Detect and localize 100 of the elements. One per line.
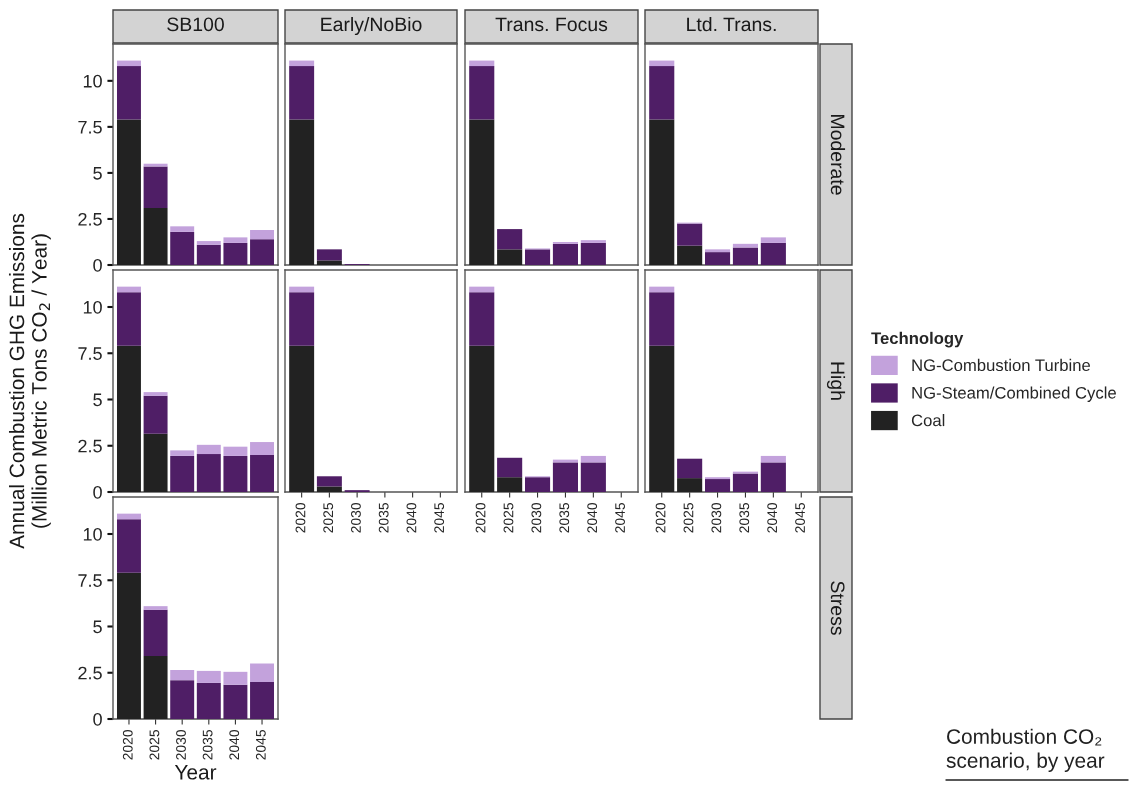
x-tick-label: 2040 (229, 729, 240, 760)
y-tick-label: 0 (93, 258, 102, 272)
x-tick-label: 2035 (739, 503, 750, 533)
y-tick-label: 2.5 (78, 439, 102, 453)
x-tick-label: 2035 (559, 503, 570, 533)
bar (497, 477, 523, 492)
x-tick-label: 2025 (323, 503, 334, 533)
bar (250, 455, 275, 492)
bar (143, 392, 168, 396)
bar (649, 66, 675, 120)
y2-axis-title: Stress (830, 581, 845, 635)
x-tick-label: 2030 (531, 502, 542, 533)
bar (316, 476, 342, 487)
bar (223, 455, 248, 492)
bar (469, 345, 495, 492)
x-tick-label: 2030 (711, 502, 722, 533)
bar (116, 292, 141, 346)
bar (649, 345, 675, 492)
legend-label: Coal (911, 414, 945, 427)
bar (223, 242, 248, 265)
y-tick-label: 10 (83, 300, 102, 314)
x-tick-label: 2020 (295, 502, 306, 533)
bar (580, 242, 606, 265)
bar (760, 455, 786, 463)
bar (649, 292, 675, 346)
bar (580, 462, 606, 492)
y-tick-label: 5 (93, 620, 102, 634)
x-tick-label: 2045 (615, 503, 625, 533)
bar (524, 477, 551, 492)
y-tick-label: 2.5 (78, 212, 102, 226)
bar (469, 292, 495, 346)
bar (170, 226, 195, 232)
bar (143, 656, 168, 719)
bar (223, 671, 248, 685)
x-tick-label: 2025 (503, 503, 514, 533)
bar (732, 243, 759, 248)
y2-axis-title: High (826, 362, 846, 400)
x-tick-label: 2030 (351, 502, 361, 533)
bar (649, 119, 675, 265)
bar (116, 572, 141, 719)
bar (170, 680, 195, 719)
x-tick-label: 2025 (149, 730, 160, 760)
bar (677, 245, 703, 265)
y-tick-label: 7.5 (78, 574, 102, 587)
bar (116, 345, 141, 492)
bar (289, 119, 315, 265)
bar (170, 669, 195, 681)
bar (289, 286, 315, 293)
bar (250, 239, 275, 265)
x-tick-label: 2040 (406, 502, 417, 533)
bar (250, 442, 275, 455)
bar (116, 66, 141, 120)
bar (497, 249, 523, 265)
bar (196, 454, 221, 492)
y2-axis-title: Moderate (830, 115, 846, 195)
bar (196, 670, 221, 683)
x-tick-label: 2030 (176, 729, 186, 760)
x-tick-label: 2020 (475, 502, 486, 533)
bar (732, 247, 759, 265)
chart-title: SB100 (167, 17, 224, 32)
y-tick-label: 2.5 (78, 666, 102, 680)
bar (116, 513, 141, 520)
bar (469, 119, 495, 265)
x-tick-label: 2045 (434, 503, 445, 533)
bar (316, 486, 342, 492)
bar (677, 458, 703, 479)
bar (289, 345, 315, 492)
y-axis-title: Annual Combustion GHG Emissions (Million Metric Tons CO$_{2}$ / Year) (8, 213, 51, 549)
bar (760, 242, 786, 265)
bar (250, 663, 275, 682)
bar (143, 207, 168, 265)
bar (552, 462, 579, 492)
bar (677, 478, 703, 492)
bar (196, 241, 221, 245)
bar (196, 682, 221, 719)
bar (116, 519, 141, 573)
bar (704, 249, 731, 253)
bar (316, 249, 342, 261)
x-tick-label: 2045 (255, 730, 266, 760)
text: Combustion CO₂ scenario, by year (946, 728, 1105, 772)
x-tick-label: 2040 (767, 502, 778, 533)
x-tick-label: 2035 (378, 503, 389, 533)
chart-title: Ltd. Trans. (687, 16, 776, 32)
bar (704, 479, 731, 492)
bar (116, 286, 141, 293)
chart-title: Trans. Focus (495, 17, 608, 32)
bar (580, 240, 606, 243)
bar (223, 446, 248, 456)
bar (223, 684, 248, 719)
x-tick-label: 2020 (122, 729, 133, 760)
x-tick-label: 2020 (655, 502, 666, 533)
bar (170, 450, 195, 456)
bar (469, 66, 495, 120)
bar (143, 433, 168, 492)
bar (143, 606, 168, 610)
bar (580, 455, 606, 463)
bar (316, 260, 342, 265)
bar (649, 60, 675, 67)
x-tick-label: 2025 (683, 503, 694, 533)
y-tick-label: 10 (83, 527, 102, 541)
